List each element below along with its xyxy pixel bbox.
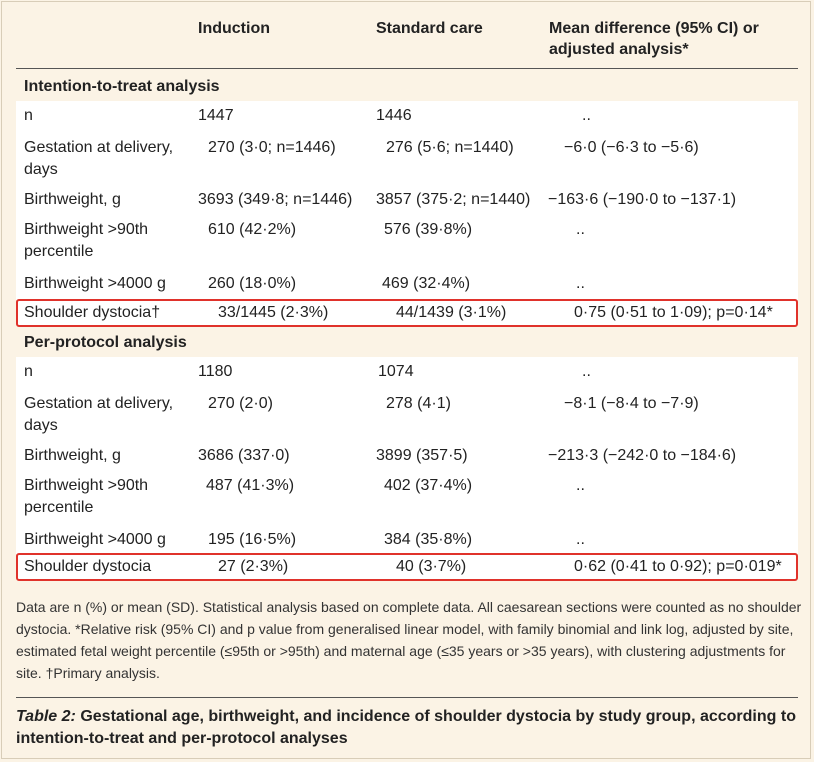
cell-induction: 270 (3·0; n=1446) [208, 139, 336, 156]
cell-induction: 270 (2·0) [208, 395, 273, 412]
cell-diff: −8·1 (−8·4 to −7·9) [564, 395, 699, 412]
header-induction: Induction [198, 20, 270, 37]
section-title-pp: Per-protocol analysis [24, 334, 187, 351]
itt-table-body: n 1447 1446 .. Gestation at delivery, da… [16, 101, 798, 300]
row-label: Gestation at delivery, days [24, 139, 174, 178]
cell-standard: 278 (4·1) [386, 395, 451, 412]
cell-diff: .. [576, 531, 585, 548]
cell-diff: .. [582, 107, 591, 124]
cell-standard: 276 (5·6; n=1440) [386, 139, 514, 156]
cell-induction: 195 (16·5%) [208, 531, 297, 548]
header-mean-line1: Mean difference (95% CI) or [549, 20, 759, 37]
row-label: n [24, 107, 33, 124]
row-label: Shoulder dystocia† [24, 304, 161, 321]
cell-standard: 576 (39·8%) [384, 221, 473, 238]
cell-diff: .. [576, 221, 585, 238]
section-title-itt: Intention-to-treat analysis [24, 78, 220, 95]
row-label: Birthweight, g [24, 191, 121, 208]
caption-label: Table 2: [16, 708, 76, 725]
highlight-pp-shoulder-dystocia: Shoulder dystocia 27 (2·3%) 40 (3·7%) 0·… [16, 553, 798, 581]
header-rule [16, 68, 798, 69]
cell-diff: −213·3 (−242·0 to −184·6) [548, 447, 737, 464]
row-label: Birthweight >90th percentile [24, 221, 149, 260]
row-label: Birthweight, g [24, 447, 121, 464]
cell-standard: 3857 (375·2; n=1440) [376, 191, 531, 208]
row-label: Shoulder dystocia [24, 558, 152, 575]
header-standard-care: Standard care [376, 20, 483, 37]
caption-text: Gestational age, birthweight, and incide… [16, 708, 796, 747]
cell-induction: 1447 [198, 107, 234, 124]
pp-table-body: n 1180 1074 .. Gestation at delivery, da… [16, 357, 798, 554]
header-mean-difference: Mean difference (95% CI) or adjusted ana… [549, 18, 759, 60]
highlight-itt-shoulder-dystocia: Shoulder dystocia† 33/1445 (2·3%) 44/143… [16, 299, 798, 327]
cell-standard: 1446 [376, 107, 412, 124]
caption-rule [16, 697, 798, 698]
cell-induction: 487 (41·3%) [206, 477, 295, 494]
cell-standard: 469 (32·4%) [382, 275, 471, 292]
cell-standard: 402 (37·4%) [384, 477, 473, 494]
row-label: Gestation at delivery, days [24, 395, 174, 434]
cell-induction: 1180 [198, 363, 233, 380]
cell-standard: 1074 [378, 363, 414, 380]
cell-induction: 610 (42·2%) [208, 221, 297, 238]
cell-diff: 0·62 (0·41 to 0·92); p=0·019* [574, 558, 782, 575]
cell-standard: 3899 (357·5) [376, 447, 468, 464]
cell-diff: .. [582, 363, 591, 380]
cell-diff: .. [576, 477, 585, 494]
cell-induction: 27 (2·3%) [218, 558, 289, 575]
row-label: n [24, 363, 33, 380]
cell-standard: 40 (3·7%) [396, 558, 467, 575]
row-label: Birthweight >90th percentile [24, 477, 149, 516]
cell-induction: 3693 (349·8; n=1446) [198, 191, 353, 208]
header-mean-line2: adjusted analysis* [549, 41, 689, 58]
row-label: Birthweight >4000 g [24, 531, 166, 548]
footnote: Data are n (%) or mean (SD). Statistical… [16, 599, 802, 681]
cell-diff: −6·0 (−6·3 to −5·6) [564, 139, 699, 156]
cell-induction: 3686 (337·0) [198, 447, 290, 464]
cell-induction: 260 (18·0%) [208, 275, 297, 292]
cell-standard: 44/1439 (3·1%) [396, 304, 507, 321]
cell-diff: .. [576, 275, 585, 292]
cell-induction: 33/1445 (2·3%) [218, 304, 329, 321]
row-label: Birthweight >4000 g [24, 275, 166, 292]
cell-diff: −163·6 (−190·0 to −137·1) [548, 191, 737, 208]
cell-standard: 384 (35·8%) [384, 531, 473, 548]
cell-diff: 0·75 (0·51 to 1·09); p=0·14* [574, 304, 773, 321]
table-caption: Table 2: Gestational age, birthweight, a… [16, 706, 802, 750]
